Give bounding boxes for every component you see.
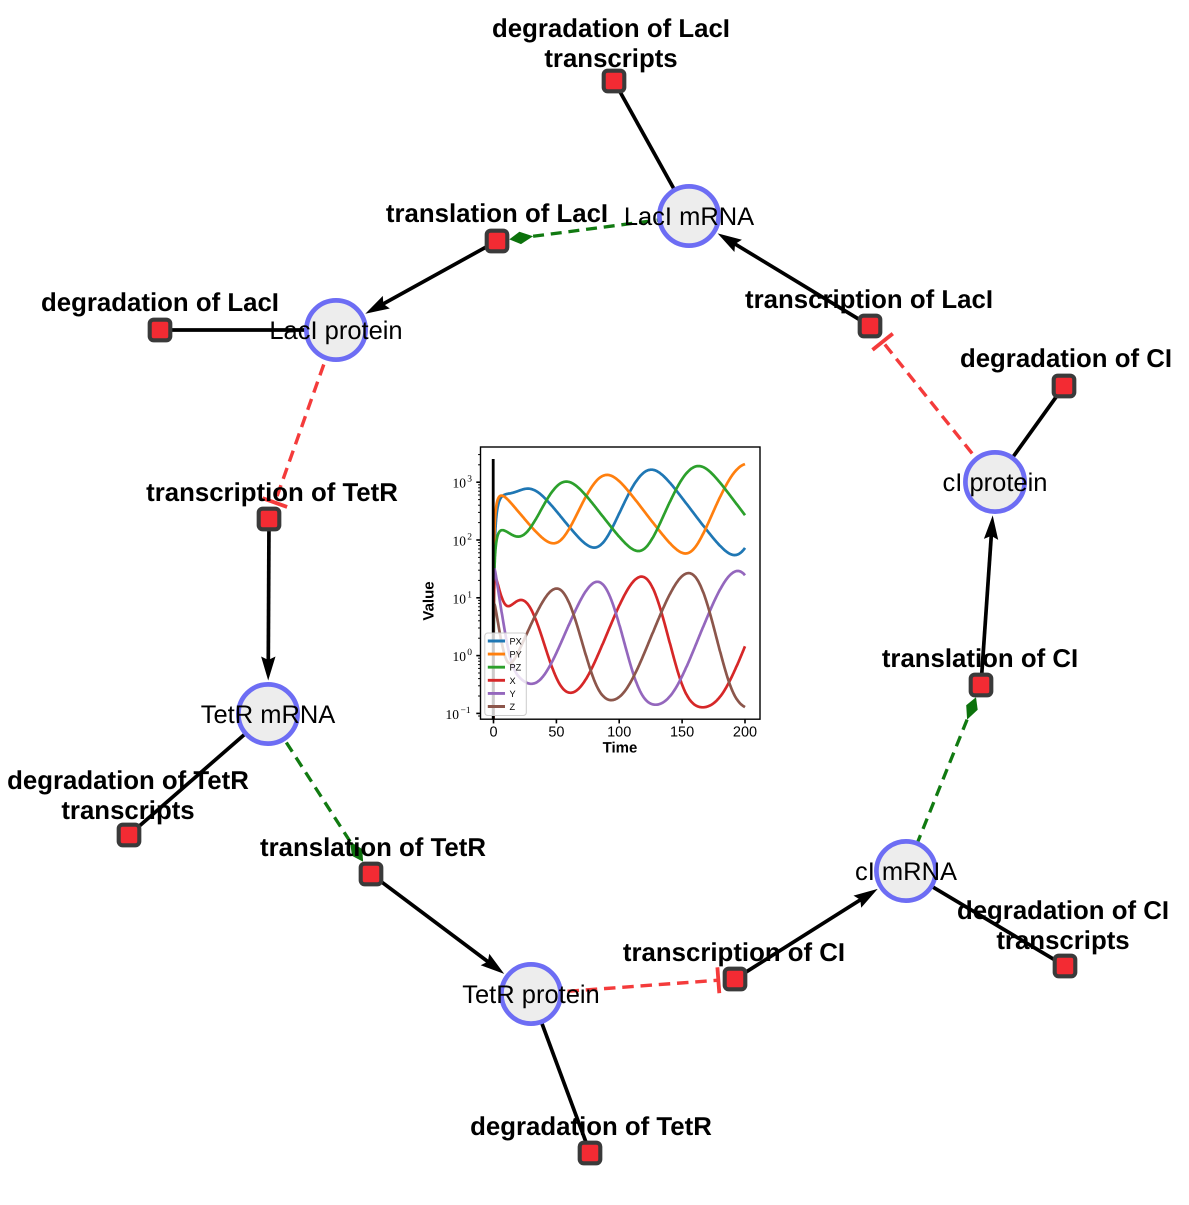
svg-text:transcription of LacI: transcription of LacI xyxy=(745,286,993,314)
svg-text:Time: Time xyxy=(603,740,638,757)
svg-text:cI mRNA: cI mRNA xyxy=(855,858,957,886)
svg-text:10: 10 xyxy=(453,534,467,549)
svg-text:2: 2 xyxy=(467,533,472,543)
svg-text:Y: Y xyxy=(510,689,516,699)
svg-text:PY: PY xyxy=(510,650,522,660)
svg-text:degradation of TetR: degradation of TetR xyxy=(7,767,249,795)
svg-text:LacI protein: LacI protein xyxy=(269,317,402,345)
svg-text:degradation of LacI: degradation of LacI xyxy=(41,289,279,317)
svg-text:200: 200 xyxy=(733,725,757,741)
svg-text:TetR mRNA: TetR mRNA xyxy=(201,701,336,729)
svg-text:1: 1 xyxy=(467,590,472,600)
svg-text:degradation of TetR: degradation of TetR xyxy=(470,1113,712,1141)
svg-text:LacI mRNA: LacI mRNA xyxy=(624,203,754,231)
svg-text:Value: Value xyxy=(421,581,438,620)
svg-text:0: 0 xyxy=(489,725,497,741)
svg-text:transcripts: transcripts xyxy=(996,927,1129,955)
svg-text:Z: Z xyxy=(510,702,516,712)
svg-text:degradation of CI: degradation of CI xyxy=(957,897,1169,925)
svg-text:10: 10 xyxy=(446,707,460,722)
svg-text:PZ: PZ xyxy=(510,663,522,673)
svg-text:transcripts: transcripts xyxy=(61,797,194,825)
svg-text:3: 3 xyxy=(467,475,472,485)
svg-text:100: 100 xyxy=(607,725,631,741)
svg-text:translation of TetR: translation of TetR xyxy=(260,834,486,862)
svg-text:10: 10 xyxy=(453,649,467,664)
svg-text:PX: PX xyxy=(510,637,522,647)
svg-text:translation of CI: translation of CI xyxy=(882,645,1078,673)
svg-text:50: 50 xyxy=(548,725,564,741)
svg-text:150: 150 xyxy=(670,725,694,741)
svg-text:10: 10 xyxy=(453,591,467,606)
svg-text:degradation of CI: degradation of CI xyxy=(960,345,1172,373)
svg-text:0: 0 xyxy=(467,648,472,658)
svg-text:transcription of TetR: transcription of TetR xyxy=(146,479,398,507)
svg-text:10: 10 xyxy=(453,476,467,491)
svg-text:transcripts: transcripts xyxy=(544,45,677,73)
svg-text:X: X xyxy=(510,676,516,686)
svg-text:translation of LacI: translation of LacI xyxy=(386,200,608,228)
svg-text:TetR protein: TetR protein xyxy=(462,981,600,1009)
svg-text:degradation of LacI: degradation of LacI xyxy=(492,15,730,43)
svg-text:transcription of CI: transcription of CI xyxy=(623,939,845,967)
svg-text:−1: −1 xyxy=(461,706,471,716)
svg-text:cI protein: cI protein xyxy=(943,469,1048,497)
